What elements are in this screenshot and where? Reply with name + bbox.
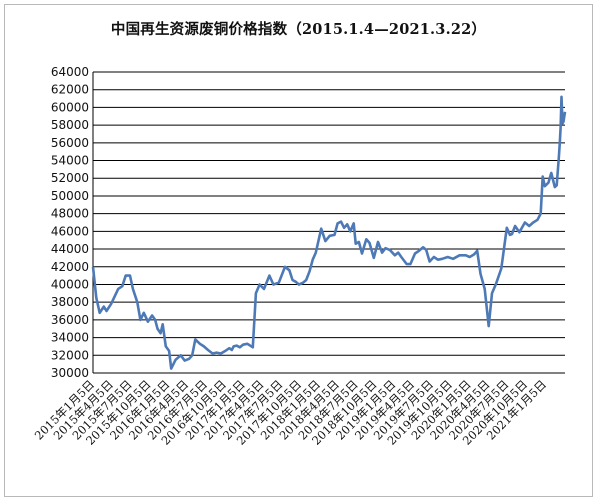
y-tick-label: 56000: [51, 136, 89, 150]
y-tick-label: 46000: [51, 224, 89, 238]
y-tick-label: 48000: [51, 207, 89, 221]
x-axis-ticks: 2015年1月5日2015年4月5日2015年7月5日2015年10月5日201…: [32, 377, 549, 448]
y-tick-label: 44000: [51, 242, 89, 256]
y-tick-label: 62000: [51, 83, 89, 97]
chart-title: 中国再生资源废铜价格指数（2015.1.4—2021.3.22）: [110, 21, 487, 38]
y-tick-label: 34000: [51, 331, 89, 345]
y-tick-label: 40000: [51, 277, 89, 291]
y-tick-label: 42000: [51, 260, 89, 274]
y-tick-label: 58000: [51, 118, 89, 132]
y-tick-label: 52000: [51, 171, 89, 185]
y-axis-ticks: 64000 62000 60000 58000 56000 54000 52000 50000…: [51, 65, 89, 380]
y-tick-label: 60000: [51, 100, 89, 114]
y-tick-label: 38000: [51, 295, 89, 309]
series-line: [91, 95, 567, 370]
gridlines: [92, 71, 565, 374]
y-tick-label: 54000: [51, 154, 89, 168]
y-tick-label: 30000: [51, 366, 89, 380]
y-tick-label: 32000: [51, 348, 89, 362]
y-tick-label: 50000: [51, 189, 89, 203]
y-tick-label: 64000: [51, 65, 89, 79]
series-group: [91, 95, 567, 370]
y-tick-label: 36000: [51, 313, 89, 327]
chart-frame: [4, 4, 593, 497]
